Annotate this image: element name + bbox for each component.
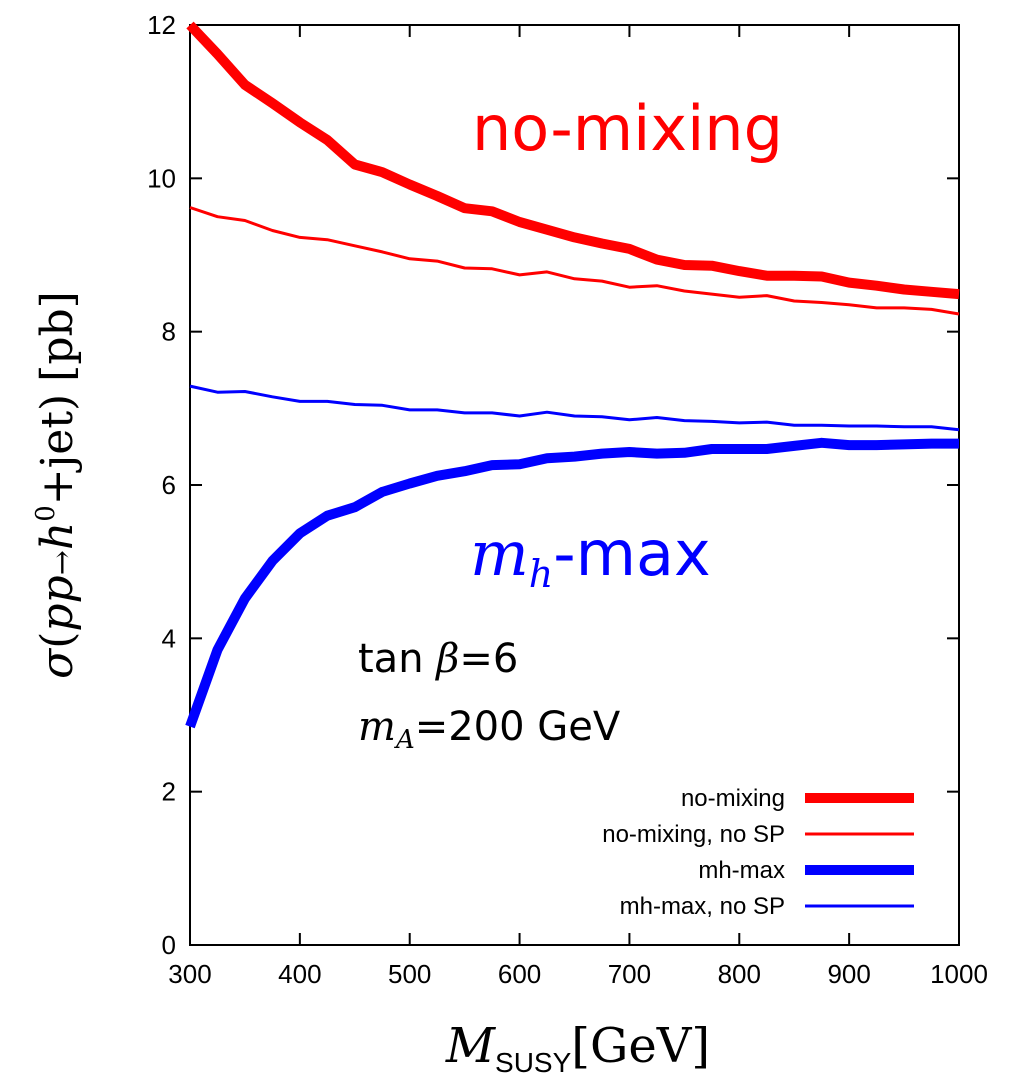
y-label-sigma: σ — [32, 647, 83, 679]
legend-label: no-mixing — [681, 785, 785, 812]
y-tick-label: 4 — [162, 623, 176, 653]
y-label-h-sup: 0 — [31, 505, 61, 522]
x-tick-label: 800 — [718, 959, 761, 989]
x-axis-label: MSUSY[GeV] — [445, 1018, 710, 1078]
annotation-ma: mA=200 GeV — [358, 704, 621, 755]
annotation-mh-rest: -max — [553, 517, 710, 590]
annotation-beta: β — [434, 636, 459, 682]
annotation-tan-beta: tan β=6 — [358, 636, 518, 682]
legend: no-mixing no-mixing, no SP mh-max mh-max, n… — [602, 785, 914, 920]
series-line-mh-max-no-sp — [189, 384, 960, 432]
x-label-sub: SUSY — [495, 1047, 572, 1078]
y-tick-label: 0 — [162, 930, 176, 960]
series-line-no-mixing-no-sp — [189, 206, 960, 316]
legend-label: mh-max, no SP — [620, 893, 785, 920]
annotation-no-mixing: no-mixing — [472, 92, 783, 165]
y-label-h: h — [32, 522, 83, 550]
annotation-mh-sub: h — [529, 552, 553, 596]
axis-ticks: 300 400 500 600 700 800 900 1000 0 2 4 6 8 10 12 — [147, 10, 988, 989]
y-tick-label: 12 — [147, 10, 176, 40]
legend-label: no-mixing, no SP — [602, 821, 785, 848]
annotation-tan-value: =6 — [459, 636, 518, 682]
y-label-pp: pp — [32, 575, 83, 631]
annotation-ma-rest: =200 GeV — [415, 704, 621, 750]
x-tick-label: 700 — [608, 959, 651, 989]
y-label-open: ( — [32, 632, 83, 649]
y-label-rest: +jet) — [32, 394, 83, 505]
annotation-mh-m: m — [470, 517, 529, 590]
annotation-mh-max: mh-max — [470, 517, 711, 596]
x-tick-label: 300 — [168, 959, 211, 989]
x-tick-label: 400 — [278, 959, 321, 989]
series-line-mh-max — [185, 437, 959, 729]
x-label-m: M — [445, 1018, 497, 1074]
x-tick-label: 1000 — [930, 959, 988, 989]
y-axis-label: σ(pp→h0+jet) [pb] — [31, 291, 83, 679]
y-tick-label: 2 — [162, 777, 176, 807]
legend-label: mh-max — [698, 857, 785, 884]
x-tick-label: 500 — [388, 959, 431, 989]
y-tick-label: 10 — [147, 163, 176, 193]
y-label-unit: [pb] — [32, 291, 83, 382]
x-tick-label: 600 — [498, 959, 541, 989]
x-tick-label: 900 — [827, 959, 870, 989]
y-tick-label: 8 — [162, 317, 176, 347]
annotation-ma-sub: A — [394, 725, 415, 755]
series-layer — [185, 21, 960, 729]
annotation-tan: tan — [358, 636, 436, 682]
y-label-arrow: → — [45, 550, 80, 575]
y-tick-label: 6 — [162, 470, 176, 500]
annotation-ma-m: m — [358, 704, 396, 750]
x-label-unit: [GeV] — [571, 1018, 710, 1074]
series-line-no-mixing — [186, 21, 960, 300]
